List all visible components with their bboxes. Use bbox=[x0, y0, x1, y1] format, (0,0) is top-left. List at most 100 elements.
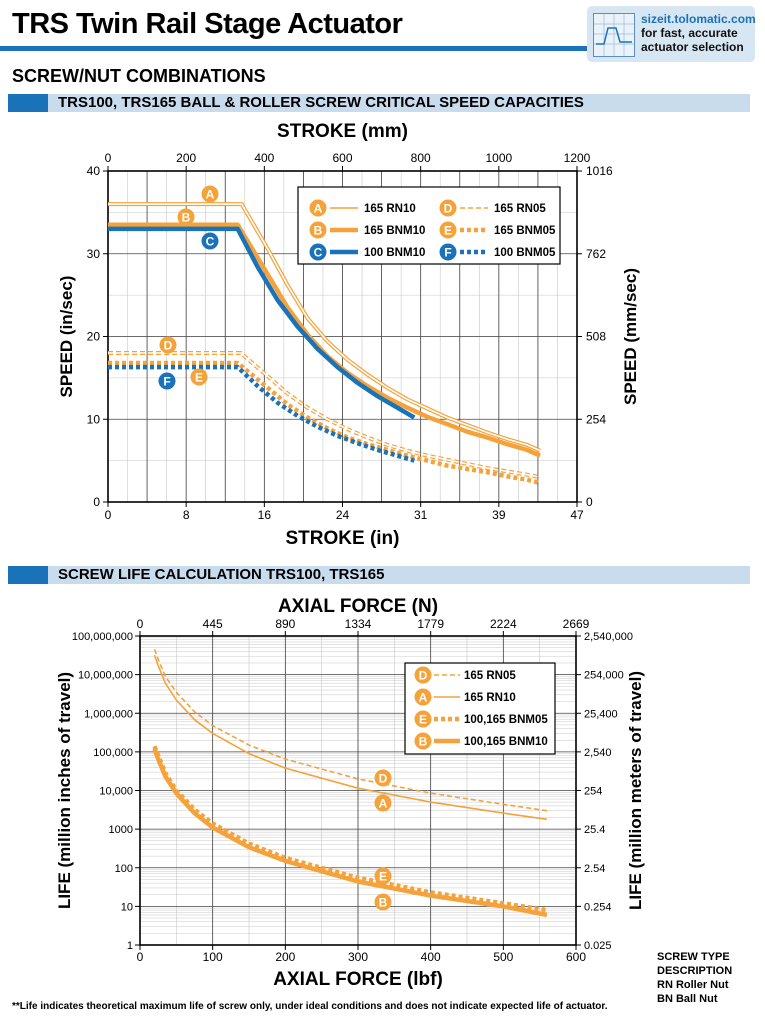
band-marker bbox=[8, 94, 48, 112]
legend-label-D: 165 RN05 bbox=[464, 670, 516, 682]
y-tick-label: 10,000 bbox=[99, 786, 133, 798]
series-B-marker-circle bbox=[374, 893, 392, 911]
x-tick-label: 47 bbox=[570, 508, 584, 522]
legend-marker-B-letter: B bbox=[419, 735, 428, 749]
series-D-outline bbox=[108, 351, 541, 480]
section-band-screw-life: SCREW LIFE CALCULATION TRS100, TRS165 bbox=[8, 566, 750, 584]
legend-marker-F-circle bbox=[439, 243, 457, 261]
y2-tick-label: 25.4 bbox=[584, 824, 605, 836]
legend-marker-B-circle bbox=[414, 732, 432, 750]
x2-tick-label: 0 bbox=[105, 151, 112, 165]
title-rule bbox=[0, 46, 590, 51]
x2-tick-label: 0 bbox=[137, 617, 144, 631]
legend-marker-A-letter: A bbox=[419, 691, 428, 705]
legend: D 165 RN05 A 165 RN10 E 100,165 BNM05 B 100,165… bbox=[404, 662, 556, 755]
y2-axis-title: SPEED (mm/sec) bbox=[621, 268, 640, 405]
x-axis-title: AXIAL FORCE (lbf) bbox=[273, 969, 443, 990]
x-tick-label: 0 bbox=[137, 950, 144, 964]
band-marker bbox=[8, 566, 48, 584]
series-E-line bbox=[152, 745, 548, 913]
y-tick-label: 1,000,000 bbox=[84, 708, 133, 720]
legend-label-E: 100,165 BNM05 bbox=[464, 714, 548, 726]
legend-label-E: 165 BNM05 bbox=[494, 225, 556, 237]
series-A-marker-letter: A bbox=[206, 188, 215, 202]
y2-tick-label: 508 bbox=[586, 330, 606, 344]
x-tick-label: 24 bbox=[336, 508, 350, 522]
legend-marker-A-letter: A bbox=[314, 202, 323, 216]
y2-tick-label: 762 bbox=[586, 247, 606, 261]
y2-tick-label: 25,400 bbox=[584, 708, 618, 720]
section-band-critical-speed: TRS100, TRS165 BALL & ROLLER SCREW CRITI… bbox=[8, 94, 750, 112]
x2-tick-label: 1000 bbox=[485, 151, 512, 165]
y2-tick-label: 0.025 bbox=[584, 940, 612, 952]
y-axis-title: LIFE (million inches of travel) bbox=[55, 672, 74, 909]
promo-line-3: actuator selection bbox=[641, 40, 744, 54]
chart-thumbnail-icon bbox=[593, 13, 635, 57]
legend-marker-C-circle bbox=[309, 243, 327, 261]
series-E-marker-circle bbox=[190, 368, 208, 386]
series-D-marker-letter: D bbox=[379, 772, 388, 786]
series-C-line bbox=[108, 226, 416, 420]
series-D-marker-circle bbox=[159, 336, 177, 354]
section-title: SCREW/NUT COMBINATIONS bbox=[12, 66, 266, 86]
series-E-line bbox=[108, 360, 541, 486]
series-E-marker-letter: E bbox=[195, 371, 203, 385]
y2-tick-label: 2,540,000 bbox=[584, 631, 633, 643]
series-B-marker-letter: B bbox=[379, 896, 388, 910]
y2-tick-label: 0 bbox=[586, 495, 593, 509]
series-D-line bbox=[108, 352, 541, 478]
series-E-marker-letter: E bbox=[379, 870, 387, 884]
screw-life-chart: 0 100 200 300 400 500 600 0 445 890 1334 1779 2224 26… bbox=[55, 596, 645, 990]
x2-tick-label: 445 bbox=[203, 617, 223, 631]
y2-tick-label: 254 bbox=[586, 412, 606, 426]
y2-tick-label: 254 bbox=[584, 786, 602, 798]
series-D-marker-circle bbox=[374, 769, 392, 787]
legend-marker-E-letter: E bbox=[444, 224, 452, 238]
y-tick-label: 1000 bbox=[109, 824, 133, 836]
screw-type-title: SCREW TYPE bbox=[657, 951, 730, 963]
legend-marker-A-circle bbox=[309, 199, 327, 217]
promo-url-link[interactable]: sizeit.tolomatic.com bbox=[641, 12, 756, 26]
x-tick-label: 400 bbox=[421, 950, 441, 964]
series-C-marker-letter: C bbox=[206, 235, 215, 249]
x-tick-label: 200 bbox=[275, 950, 295, 964]
x2-tick-label: 200 bbox=[176, 151, 196, 165]
sizeit-promo-box[interactable]: sizeit.tolomatic.com for fast, accurate … bbox=[587, 6, 756, 62]
legend: A 165 RN10 B 165 BNM10 C 100 BNM10 D 165 RN05 E 1… bbox=[297, 186, 561, 265]
x-tick-label: 8 bbox=[183, 508, 190, 522]
footnote: **Life indicates theoretical maximum lif… bbox=[12, 1001, 608, 1012]
y-tick-label: 100 bbox=[115, 863, 133, 875]
x2-tick-label: 2224 bbox=[490, 617, 517, 631]
legend-label-C: 100 BNM10 bbox=[364, 247, 425, 259]
legend-marker-F-letter: F bbox=[444, 246, 451, 260]
screw-type-rn: RN Roller Nut bbox=[657, 979, 729, 991]
x2-tick-label: 1779 bbox=[417, 617, 444, 631]
x2-tick-label: 600 bbox=[332, 151, 352, 165]
x-tick-label: 100 bbox=[203, 950, 223, 964]
y-tick-label: 100,000 bbox=[93, 747, 133, 759]
x2-tick-label: 890 bbox=[275, 617, 295, 631]
legend-marker-E-letter: E bbox=[419, 713, 427, 727]
x-tick-label: 16 bbox=[258, 508, 272, 522]
series-B-marker-circle bbox=[177, 208, 195, 226]
series-A-line bbox=[153, 654, 548, 821]
y2-tick-label: 2,540 bbox=[584, 747, 612, 759]
series-B-marker-letter: B bbox=[182, 211, 191, 225]
y-tick-label: 10 bbox=[87, 412, 101, 426]
x-tick-label: 500 bbox=[493, 950, 513, 964]
series-A-marker-circle bbox=[374, 794, 392, 812]
x-tick-label: 600 bbox=[566, 950, 586, 964]
x-axis-title: STROKE (in) bbox=[286, 528, 400, 549]
y2-tick-label: 2.54 bbox=[584, 863, 605, 875]
series-A-line bbox=[108, 203, 541, 452]
legend-label-D: 165 RN05 bbox=[494, 203, 546, 215]
screw-type-bn: BN Ball Nut bbox=[657, 993, 718, 1005]
series-F-marker-circle bbox=[158, 372, 176, 390]
page-title: TRS Twin Rail Stage Actuator bbox=[12, 8, 403, 40]
series-C-marker-circle bbox=[201, 232, 219, 250]
x2-tick-label: 800 bbox=[411, 151, 431, 165]
legend-marker-E-circle bbox=[414, 710, 432, 728]
series-D-line bbox=[153, 649, 548, 812]
x2-tick-label: 2669 bbox=[563, 617, 590, 631]
series-D-marker-letter: D bbox=[164, 339, 173, 353]
